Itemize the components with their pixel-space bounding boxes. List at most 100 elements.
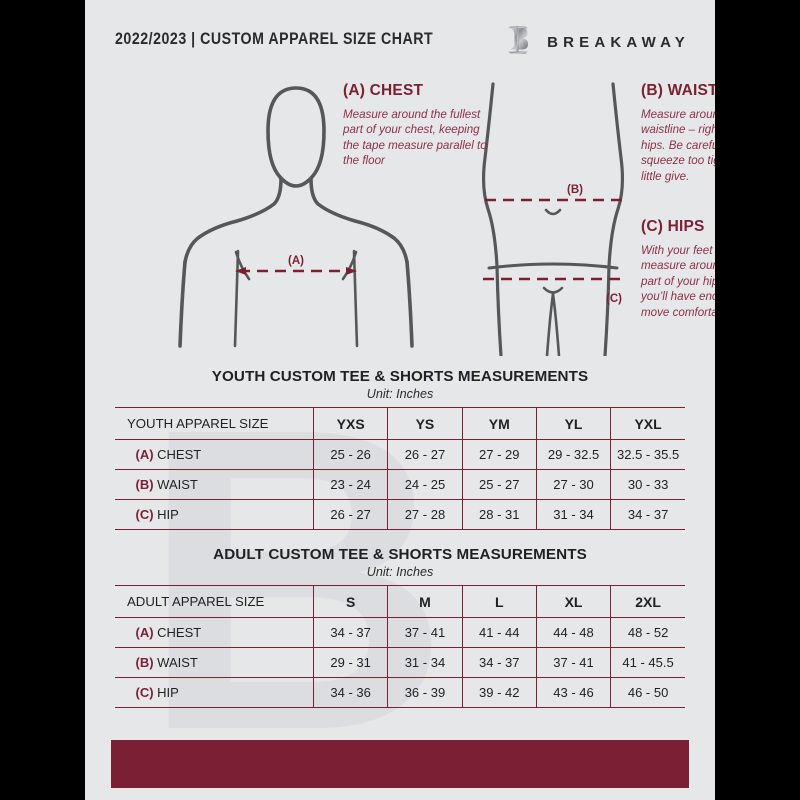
brand-name: BREAKAWAY (547, 34, 690, 51)
measurement-value-cell: 27 - 30 (536, 469, 612, 500)
footer-bar (111, 740, 689, 788)
youth-table-unit: Unit: Inches (366, 387, 434, 401)
measurement-name: WAIST (153, 477, 198, 492)
table-row: (B) WAIST 23 - 24 24 - 25 25 - 27 27 - 30 30 … (115, 469, 685, 500)
measurement-value-cell: 34 - 36 (313, 677, 389, 708)
measurement-value-cell: 27 - 28 (387, 499, 463, 530)
size-column-header: ADULT APPAREL SIZE (115, 585, 314, 618)
youth-size-table-section: YOUTH CUSTOM TEE & SHORTS MEASUREMENTS U… (115, 368, 685, 530)
guide-chest-body: Measure around the fullest part of your … (343, 108, 487, 168)
size-header-cell: XL (536, 585, 612, 618)
measurement-tag: (A) (135, 625, 154, 640)
guide-waist: (B) WAIST Measure around your natural wa… (641, 82, 715, 184)
measurement-value-cell: 34 - 37 (462, 647, 537, 678)
page-header: 2022/2023 | CUSTOM APPAREL SIZE CHART (85, 26, 715, 60)
measurement-value-cell: 34 - 37 (610, 499, 685, 530)
measurement-label-cell: (B) WAIST (115, 469, 314, 500)
lower-body-figure (481, 82, 625, 358)
chest-dashed-line (235, 267, 357, 275)
measurement-label-cell: (C) HIP (115, 677, 314, 708)
measurement-label-cell: (B) WAIST (115, 647, 314, 678)
guide-chest-title: (A) CHEST (343, 82, 424, 99)
measurement-tag: (C) (135, 507, 154, 522)
brand-lockup: BREAKAWAY (501, 23, 690, 62)
size-column-header: YOUTH APPAREL SIZE (115, 407, 314, 440)
size-header-cell: YL (536, 407, 612, 440)
size-header-cell: YXS (313, 407, 389, 440)
measurement-value-cell: 37 - 41 (536, 647, 612, 678)
measurement-value-cell: 37 - 41 (387, 617, 463, 648)
measurement-value-cell: 27 - 29 (462, 439, 537, 470)
measurement-value-cell: 36 - 39 (387, 677, 463, 708)
measurement-tag: (B) (135, 655, 154, 670)
guide-hips-body: With your feet together, measure around … (641, 244, 715, 319)
measurement-value-cell: 41 - 44 (462, 617, 537, 648)
measurement-value-cell: 23 - 24 (313, 469, 389, 500)
youth-table-body: YOUTH APPAREL SIZE YXS YS YM YL YXL (A) CHEST… (115, 407, 685, 530)
measurement-label-cell: (A) CHEST (115, 439, 314, 470)
measurement-name: HIP (153, 507, 179, 522)
measurement-value-cell: 30 - 33 (610, 469, 685, 500)
guide-waist-title: (B) WAIST (641, 82, 715, 99)
table-row: (A) CHEST 34 - 37 37 - 41 41 - 44 44 - 48 48 … (115, 617, 685, 648)
size-header-cell: L (462, 585, 537, 618)
measurement-value-cell: 43 - 46 (536, 677, 612, 708)
size-header-cell: S (313, 585, 389, 618)
youth-size-table: YOUTH APPAREL SIZE YXS YS YM YL YXL (A) CHEST… (115, 407, 685, 530)
measurement-value-cell: 29 - 31 (313, 647, 389, 678)
measurement-value-cell: 46 - 50 (610, 677, 685, 708)
table-header-row: YOUTH APPAREL SIZE YXS YS YM YL YXL (115, 407, 685, 440)
measurement-diagrams: (A) (B) (C) (85, 66, 715, 358)
adult-table-unit: Unit: Inches (366, 565, 434, 579)
size-chart-page: B 2022/2023 | CUSTOM APPAREL SIZE CHART (85, 0, 715, 800)
table-row: (B) WAIST 29 - 31 31 - 34 34 - 37 37 - 41 41 … (115, 647, 685, 678)
measurement-name: CHEST (153, 625, 202, 640)
measurement-name: WAIST (153, 655, 198, 670)
measurement-value-cell: 28 - 31 (462, 499, 537, 530)
measurement-value-cell: 48 - 52 (610, 617, 685, 648)
adult-size-table-section: ADULT CUSTOM TEE & SHORTS MEASUREMENTS U… (115, 546, 685, 708)
table-row: (C) HIP 26 - 27 27 - 28 28 - 31 31 - 34 34 - … (115, 499, 685, 530)
measurement-value-cell: 39 - 42 (462, 677, 537, 708)
measurement-value-cell: 44 - 48 (536, 617, 612, 648)
measurement-tag: (B) (135, 477, 154, 492)
adult-size-table: ADULT APPAREL SIZE S M L XL 2XL (A) CHEST 34 -… (115, 585, 685, 708)
torso-inner-lines (233, 249, 359, 348)
measurement-value-cell: 25 - 26 (313, 439, 389, 470)
table-row: (C) HIP 34 - 36 36 - 39 39 - 42 43 - 46 46 - … (115, 677, 685, 708)
size-header-cell: M (387, 585, 463, 618)
adult-table-title: ADULT CUSTOM TEE & SHORTS MEASUREMENTS (213, 546, 587, 563)
measurement-value-cell: 26 - 27 (387, 439, 463, 470)
hips-measure-label: (C) (606, 293, 622, 305)
measurement-name: HIP (153, 685, 179, 700)
measurement-tag: (A) (135, 447, 154, 462)
chest-measure-label: (A) (288, 255, 304, 267)
measurement-value-cell: 24 - 25 (387, 469, 463, 500)
guide-chest: (A) CHEST Measure around the fullest par… (343, 82, 493, 169)
measurement-value-cell: 26 - 27 (313, 499, 389, 530)
size-header-cell: 2XL (610, 585, 685, 618)
navel-mark (544, 208, 562, 216)
waist-measure-label: (B) (567, 184, 583, 196)
table-row: (A) CHEST 25 - 26 26 - 27 27 - 29 29 - 32.5 3… (115, 439, 685, 470)
measurement-value-cell: 41 - 45.5 (610, 647, 685, 678)
measurement-name: CHEST (153, 447, 202, 462)
youth-table-title: YOUTH CUSTOM TEE & SHORTS MEASUREMENTS (211, 368, 589, 385)
measurement-value-cell: 34 - 37 (313, 617, 389, 648)
size-header-cell: YS (387, 407, 463, 440)
upper-body-figure (178, 86, 414, 348)
guide-waist-body: Measure around your natural waistline – … (641, 108, 715, 183)
measurement-value-cell: 25 - 27 (462, 469, 537, 500)
size-header-cell: YXL (610, 407, 685, 440)
guide-hips-title: (C) HIPS (641, 218, 705, 235)
measurement-value-cell: 31 - 34 (536, 499, 612, 530)
adult-table-body: ADULT APPAREL SIZE S M L XL 2XL (A) CHEST 34 -… (115, 585, 685, 708)
guide-hips: (C) HIPS With your feet together, measur… (641, 218, 715, 320)
size-header-cell: YM (462, 407, 537, 440)
page-title: 2022/2023 | CUSTOM APPAREL SIZE CHART (115, 30, 434, 48)
measurement-value-cell: 32.5 - 35.5 (610, 439, 685, 470)
measurement-label-cell: (A) CHEST (115, 617, 314, 648)
measurement-tag: (C) (135, 685, 154, 700)
measurement-value-cell: 29 - 32.5 (536, 439, 612, 470)
breakaway-b-logo-icon (501, 23, 535, 62)
